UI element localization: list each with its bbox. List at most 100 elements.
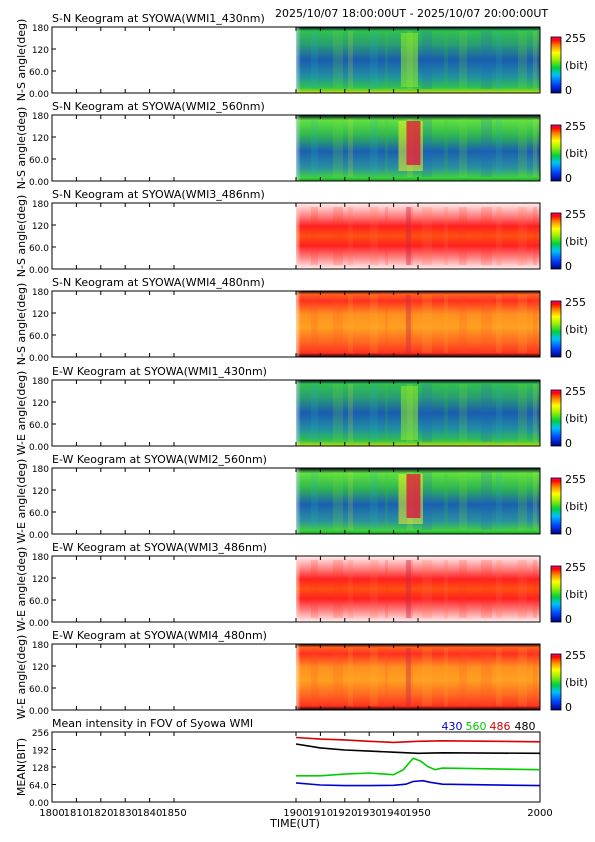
keogram-texture [481,119,492,177]
x-tick-label: 1930 [356,808,381,819]
keogram-texture [333,119,343,177]
y-axis-label: W-E angle(deg) [15,371,28,456]
colorbar-min-label: 0 [565,84,572,97]
colorbar-min-label: 0 [565,613,572,626]
keogram-texture [496,384,502,442]
keogram-texture [459,31,467,89]
y-tick-label: 0.00 [29,531,49,541]
keogram-texture [385,295,388,353]
keogram-panel: S-N Keogram at SYOWA(WMI1_430nm)180 120 60… [15,12,588,101]
keogram-texture [333,560,343,618]
keogram-texture [370,31,378,89]
keogram-texture [348,384,353,442]
keogram-texture [533,648,537,706]
colorbar-min-label: 0 [565,172,572,185]
keogram-texture [518,295,527,353]
y-tick-label: 120 [32,575,49,585]
x-tick-label: 1900 [283,808,308,819]
y-tick-label: 180 [32,24,49,34]
keogram-fade [296,203,336,269]
x-tick-label: 1920 [332,808,357,819]
colorbar [550,212,562,270]
y-tick-label: 60.0 [29,332,49,342]
keogram-texture [422,648,432,706]
colorbar-unit-label: (bit) [565,147,588,160]
keogram-panel: E-W Keogram at SYOWA(WMI3_486nm)180 120 60… [15,541,588,631]
series-line-480 [295,743,541,755]
keogram-texture [385,384,388,442]
legend-entry-560: 560 [466,720,487,733]
keogram-texture [385,560,388,618]
y-tick-label: 0.00 [29,707,49,717]
x-tick-label: 1820 [88,808,113,819]
colorbar-max-label: 255 [565,561,586,574]
keogram-texture [518,207,527,265]
keogram-texture [459,119,467,177]
keogram-texture [518,119,527,177]
keogram-title: E-W Keogram at SYOWA(WMI1_430nm) [52,365,267,378]
colorbar-unit-label: (bit) [565,59,588,72]
keogram-texture [422,472,432,530]
keogram-fade [296,380,336,446]
keogram-texture [370,119,378,177]
keogram-texture [333,31,343,89]
keogram-texture [348,31,353,89]
y-tick-label: 120 [32,399,49,409]
keogram-texture [496,295,502,353]
keogram-texture [370,295,378,353]
colorbar-unit-label: (bit) [565,588,588,601]
keogram-title: S-N Keogram at SYOWA(WMI3_486nm) [52,188,265,201]
keogram-texture [370,472,378,530]
keogram-texture [422,384,432,442]
keogram-texture [407,207,413,265]
y-axis-label: W-E angle(deg) [15,547,28,632]
y-tick-label: 192 [32,747,49,757]
y-tick-label: 120 [32,134,49,144]
y-tick-label: 120 [32,663,49,673]
keogram-texture [370,648,378,706]
keogram-image [296,644,540,710]
keogram-texture [333,384,343,442]
y-tick-label: 60.0 [29,156,49,166]
keogram-fade [296,468,336,534]
keogram-texture [348,648,353,706]
keogram-texture [385,472,388,530]
keogram-texture [348,295,353,353]
y-tick-label: 0.00 [29,619,49,629]
keogram-fade [296,27,336,93]
aurora-band [405,648,411,706]
keogram-texture [444,207,448,265]
colorbar [550,653,562,711]
keogram-texture [518,384,527,442]
x-tick-label: 1940 [381,808,406,819]
keogram-image [296,291,540,357]
keogram-title: E-W Keogram at SYOWA(WMI3_486nm) [52,541,267,554]
keogram-texture [333,207,343,265]
x-tick-label: 1830 [112,808,137,819]
keogram-texture [348,472,353,530]
aurora-band [405,207,411,265]
x-tick-label: 1810 [64,808,89,819]
y-tick-label: 0.00 [29,178,49,188]
y-axis-label: N-S angle(deg) [15,283,28,366]
keogram-texture [533,119,537,177]
keogram-texture [518,648,527,706]
keogram-texture [496,560,502,618]
colorbar-min-label: 0 [565,701,572,714]
keogram-panel: S-N Keogram at SYOWA(WMI4_480nm)180 120 60… [15,276,588,365]
keogram-texture [459,384,467,442]
colorbar-max-label: 255 [565,296,586,309]
y-tick-label: 64.0 [29,782,49,792]
keogram-texture [407,295,413,353]
colorbar [550,124,562,182]
colorbar [550,477,562,535]
keogram-panels: S-N Keogram at SYOWA(WMI1_430nm)18012060… [15,12,588,719]
keogram-panel: S-N Keogram at SYOWA(WMI2_560nm)180 120 60… [15,100,588,189]
y-tick-label: 120 [32,222,49,232]
keogram-texture [348,119,353,177]
keogram-texture [533,560,537,618]
keogram-image [296,556,540,622]
keogram-panel: E-W Keogram at SYOWA(WMI1_430nm)180 120 60… [15,365,588,455]
keogram-texture [533,31,537,89]
keogram-texture [348,207,353,265]
